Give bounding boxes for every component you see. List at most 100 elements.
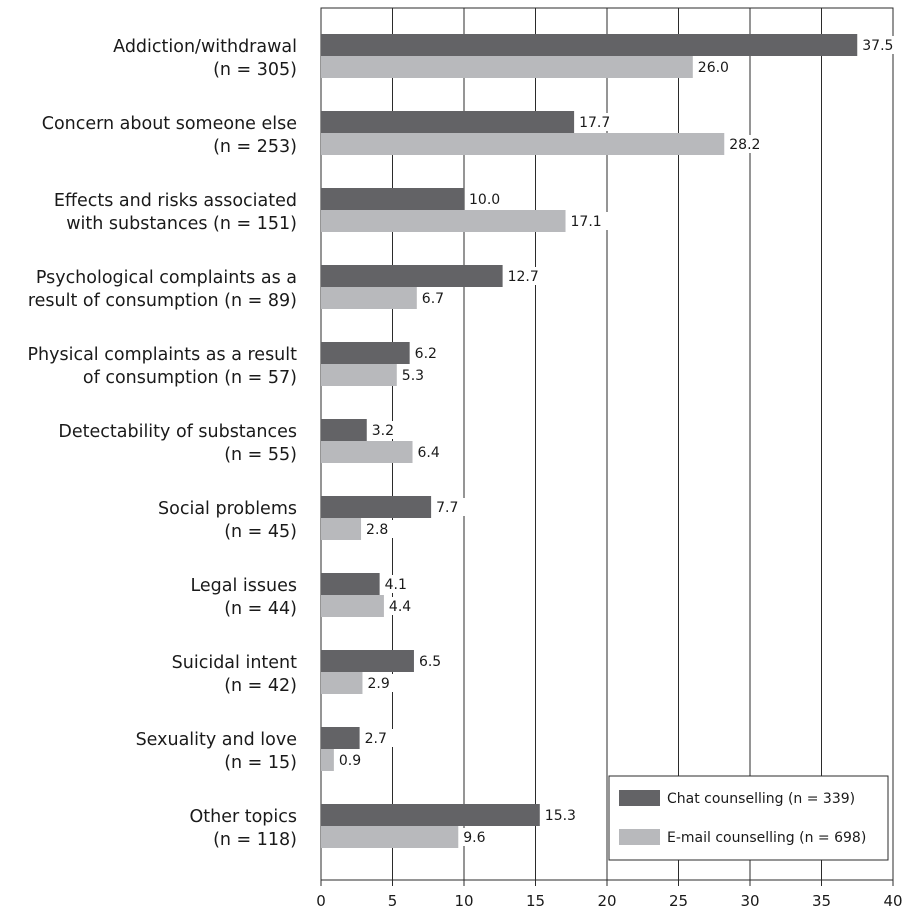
category-label: Social problems [158,499,297,519]
category-label: Effects and risks associated [54,191,297,211]
category-label: (n = 44) [224,599,297,619]
category-labels: Addiction/withdrawal (n = 305) Concern abo… [27,37,297,850]
category-label: Concern about someone else [42,114,297,134]
x-tick-label: 10 [454,892,473,908]
data-label-background [859,36,900,54]
data-label: 5.3 [402,368,424,384]
bar [321,56,693,78]
category-label: (n = 45) [224,522,297,542]
data-label: 10.0 [469,192,500,208]
data-label: 12.7 [508,269,539,285]
legend: Chat counselling (n = 339) E-mail counsel… [608,775,889,861]
data-label: 4.4 [389,599,411,615]
x-tick-label: 25 [669,892,688,908]
data-label: 3.2 [372,423,394,439]
data-label-background [504,267,545,285]
data-label: 0.9 [339,753,361,769]
category-label: Psychological complaints as a [36,268,297,288]
data-label: 6.7 [422,291,444,307]
data-label-background [576,113,617,131]
bar [321,518,362,540]
data-label: 28.2 [729,137,760,153]
category-label: of consumption (n = 57) [83,368,297,388]
data-label: 17.1 [571,214,602,230]
data-label-background [363,520,395,538]
bar [321,826,459,848]
data-label: 6.4 [418,445,440,461]
data-label: 26.0 [698,60,729,76]
data-label-background [460,828,492,846]
data-label-background [398,366,431,384]
bar [321,804,540,826]
bar [321,595,384,617]
bar [321,111,575,133]
legend-swatch [619,790,660,806]
bar [321,573,380,595]
x-tick-label: 35 [812,892,831,908]
bar [321,419,367,441]
data-label: 37.5 [862,38,893,54]
category-label: Detectability of substances [58,422,297,442]
legend-swatch [619,829,660,845]
category-label: Legal issues [190,576,297,596]
bar [321,749,334,771]
data-label: 2.8 [366,522,388,538]
x-tick-label: 15 [526,892,545,908]
x-tick-label: 30 [740,892,759,908]
data-label-background [361,729,394,747]
category-label: with substances (n = 151) [66,214,297,234]
bar [321,496,432,518]
data-label: 6.2 [415,346,437,362]
data-label-background [418,289,451,307]
category-label: Suicidal intent [172,653,297,673]
category-label: (n = 42) [224,676,297,696]
x-tick-label: 20 [597,892,616,908]
x-axis: 0 5 10 15 20 25 30 35 40 [316,880,903,908]
category-label: Physical complaints as a result [27,345,297,365]
category-label: Other topics [189,807,297,827]
data-label: 6.5 [419,654,441,670]
data-label-background [411,344,444,362]
bars: 37.5 17.7 10.0 12.7 6.2 3.2 7.7 4.1 6.5 2.7 15.3 26… [321,34,900,848]
data-label-background [335,751,368,769]
data-label: 2.9 [367,676,389,692]
data-label-background [567,212,608,230]
category-label: (n = 305) [213,60,297,80]
bar [321,188,464,210]
bar [321,364,397,386]
data-label: 15.3 [545,808,576,824]
data-label-background [433,498,465,516]
legend-label: Chat counselling (n = 339) [667,791,855,807]
bar [321,727,360,749]
category-label: result of consumption (n = 89) [28,291,297,311]
bar [321,133,725,155]
bar [321,34,858,56]
data-label-background [466,190,506,208]
bar [321,287,417,309]
x-tick-label: 40 [883,892,902,908]
x-tick-label: 0 [316,892,326,908]
category-label: (n = 118) [213,830,297,850]
data-label: 2.7 [365,731,387,747]
data-label-background [414,443,447,461]
data-label: 4.1 [385,577,407,593]
category-label: Addiction/withdrawal [113,37,297,57]
data-label-background [726,135,767,153]
x-tick-label: 5 [388,892,398,908]
bar [321,672,363,694]
data-label: 17.7 [579,115,610,131]
category-label: (n = 253) [213,137,297,157]
category-label: (n = 15) [224,753,297,773]
data-label-background [541,806,582,824]
bar [321,210,566,232]
bar [321,342,410,364]
category-label: (n = 55) [224,445,297,465]
data-label-background [381,575,414,593]
data-label-background [368,421,401,439]
data-label: 7.7 [436,500,458,516]
bar [321,650,414,672]
legend-box [608,775,889,861]
data-label: 9.6 [463,830,485,846]
category-label: Sexuality and love [136,730,297,750]
